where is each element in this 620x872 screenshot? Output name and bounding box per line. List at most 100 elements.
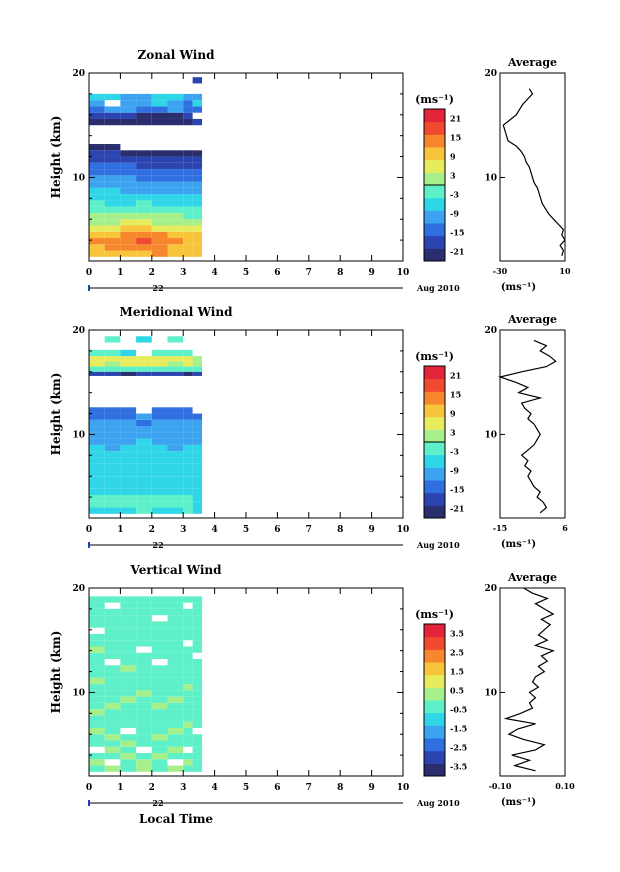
heatmap-cell xyxy=(192,627,203,634)
heatmap-cell xyxy=(192,194,203,201)
heatmap-cell xyxy=(167,463,184,470)
heatmap-cell xyxy=(104,181,121,188)
heatmap-cell xyxy=(136,709,152,716)
heatmap-cell xyxy=(151,244,168,251)
heatmap-cell xyxy=(120,118,137,126)
heatmap-cell xyxy=(89,100,105,107)
heatmap-cell xyxy=(120,162,137,170)
x-tick-label: 2 xyxy=(149,268,155,278)
heatmap-cell xyxy=(192,702,203,710)
heatmap-cell xyxy=(89,169,105,176)
colorbar-tick-label: 3 xyxy=(450,171,456,181)
heatmap-cell xyxy=(183,371,193,376)
panel-title: Vertical Wind xyxy=(129,563,222,577)
heatmap-cell xyxy=(192,187,203,195)
heatmap-cell xyxy=(89,231,105,239)
heatmap-cell xyxy=(167,677,184,685)
heatmap-cell xyxy=(89,721,105,728)
colorbar-tick-label: -3 xyxy=(450,190,459,200)
heatmap-cell xyxy=(89,194,105,201)
colorbar-tick-label: -3.5 xyxy=(450,762,467,772)
heatmap-cell xyxy=(167,640,184,647)
y-tick-label: 10 xyxy=(72,173,85,183)
average-profile-line xyxy=(502,88,566,256)
heatmap-cell xyxy=(136,432,152,439)
heatmap-cell xyxy=(89,413,105,420)
heatmap-cell xyxy=(183,366,193,372)
heatmap-cell xyxy=(192,746,203,754)
heatmap-cell xyxy=(104,231,121,239)
heatmap-cell xyxy=(167,356,184,362)
heatmap-cell xyxy=(192,231,203,239)
heatmap-cell xyxy=(151,627,168,634)
x-tick-label: 4 xyxy=(211,783,217,793)
heatmap-cell xyxy=(167,482,184,489)
heatmap-cell xyxy=(120,407,137,414)
heatmap-cell xyxy=(120,684,137,691)
heatmap-cell xyxy=(136,608,152,616)
heatmap-cell xyxy=(120,361,137,367)
heatmap-cell xyxy=(167,106,184,113)
heatmap-cell xyxy=(183,696,193,703)
average-y-tick-label: 20 xyxy=(484,584,497,594)
heatmap-cell xyxy=(151,702,168,710)
heatmap-cell xyxy=(136,501,152,508)
heatmap-cell xyxy=(183,112,193,119)
heatmap-cell xyxy=(183,476,193,483)
heatmap-cell xyxy=(120,212,137,220)
colorbar-segment xyxy=(424,172,445,186)
heatmap-cell xyxy=(151,469,168,477)
heatmap-cell xyxy=(89,118,105,126)
heatmap-cell xyxy=(192,469,203,477)
colorbar-tick-label: 9 xyxy=(450,152,456,162)
colorbar-segment xyxy=(424,725,445,739)
heatmap-cell xyxy=(89,451,105,458)
heatmap-cell xyxy=(136,702,152,710)
heatmap-cell xyxy=(151,476,168,483)
heatmap-cell xyxy=(120,507,137,514)
heatmap-cell xyxy=(151,371,168,376)
colorbar-segment xyxy=(424,210,445,224)
heatmap-cell xyxy=(183,488,193,496)
heatmap-cell xyxy=(104,646,121,653)
heatmap-cell xyxy=(104,361,121,367)
heatmap-cell xyxy=(192,150,203,157)
heatmap-cell xyxy=(183,677,193,685)
heatmap-cell xyxy=(120,169,137,176)
heatmap-cell xyxy=(192,356,203,362)
heatmap-cell xyxy=(120,93,137,101)
colorbar-segment xyxy=(424,738,445,752)
heatmap-cell xyxy=(136,106,152,113)
colorbar-tick-label: 3.5 xyxy=(450,629,464,639)
heatmap-cell xyxy=(104,740,121,747)
heatmap-cell xyxy=(167,615,184,622)
heatmap-cell xyxy=(120,659,137,666)
heatmap-cell xyxy=(104,93,121,101)
heatmap-cell xyxy=(136,100,152,107)
colorbar-tick-label: 2.5 xyxy=(450,648,464,658)
x-tick-label: 1 xyxy=(117,525,123,535)
heatmap-cell xyxy=(183,740,193,747)
heatmap-cell xyxy=(167,407,184,414)
heatmap-cell xyxy=(120,665,137,672)
x-tick-label: 7 xyxy=(306,783,312,793)
heatmap-cell xyxy=(104,407,121,414)
heatmap-cell xyxy=(192,602,203,609)
heatmap-cell xyxy=(183,759,193,766)
heatmap-cell xyxy=(192,413,203,420)
y-tick-label: 20 xyxy=(72,69,85,79)
x-tick-label: 7 xyxy=(306,525,312,535)
heatmap-cell xyxy=(167,444,184,452)
x-tick-label: 3 xyxy=(180,268,186,278)
heatmap-cell xyxy=(104,187,121,195)
heatmap-cell xyxy=(192,457,203,464)
heatmap-cell xyxy=(151,646,168,653)
heatmap-cell xyxy=(151,740,168,747)
heatmap-cell xyxy=(120,187,137,195)
heatmap-cell xyxy=(151,187,168,195)
colorbar-segment xyxy=(424,134,445,148)
heatmap-cell xyxy=(104,615,121,622)
average-title: Average xyxy=(507,313,557,326)
heatmap-cell xyxy=(89,596,105,603)
heatmap-cell xyxy=(104,696,121,703)
